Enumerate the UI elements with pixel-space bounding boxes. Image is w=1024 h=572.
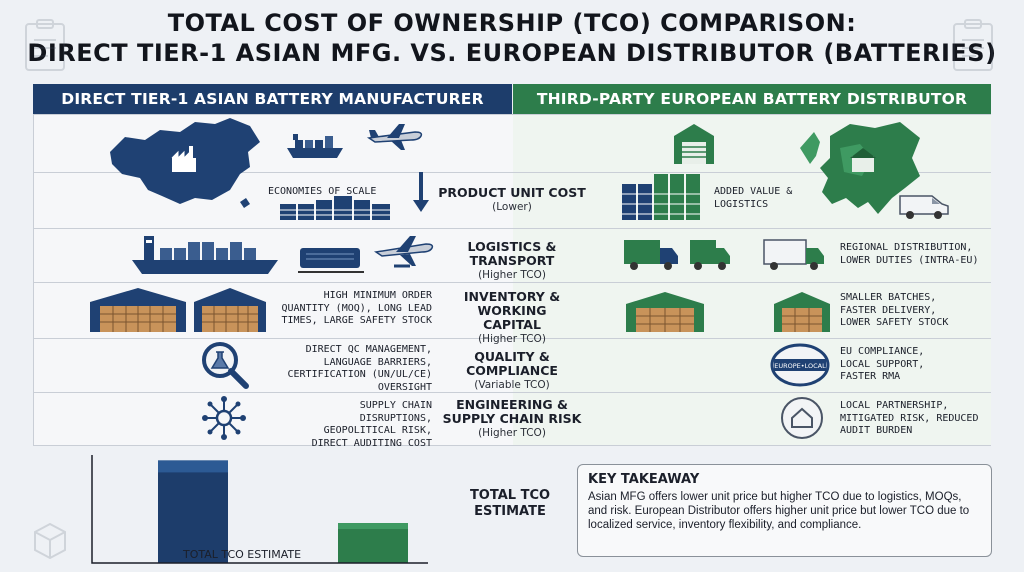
local-partnership-note: Local partnership, mitigated risk, reduc… — [840, 400, 979, 436]
warehouse-icon — [194, 288, 266, 332]
battery-stack-icon — [622, 174, 700, 220]
left-column-header: Direct Tier-1 Asian Battery Manufacturer — [33, 84, 512, 114]
economies-text: Economies — [268, 186, 323, 197]
category-quality: Quality & Compliance (Variable TCO) — [430, 350, 594, 392]
china-map-icon — [110, 118, 260, 208]
container-ship-icon — [132, 236, 278, 274]
stamp-text: EUROPE•LOCAL — [774, 362, 826, 370]
house-shield-icon — [781, 397, 823, 439]
moq-note: High minimum order quantity (MOQ), long … — [281, 290, 432, 326]
category-title: Inventory & Working Capital — [463, 289, 561, 332]
battery-stack-icon — [280, 196, 390, 220]
of-scale-text: of scale — [328, 186, 377, 197]
category-title: Logistics & Transport — [467, 239, 557, 268]
magnifier-flask-icon — [202, 342, 249, 389]
warehouse-icon — [674, 124, 714, 164]
box-icon — [34, 522, 66, 560]
total-tco-estimate-label: Total TCO Estimate — [469, 488, 551, 519]
supply-chain-note: Supply chain disruptions, geopolitical r… — [311, 400, 432, 449]
added-value-note: Added value & logistics — [714, 186, 793, 210]
freight-train-icon — [298, 248, 364, 273]
category-title: Quality & Compliance — [466, 349, 558, 378]
eu-compliance-note: EU compliance, local support, faster RMA — [840, 346, 925, 382]
bar-european-distributor — [338, 523, 408, 563]
qc-note: Direct QC management, language barriers,… — [287, 344, 433, 393]
warehouse-icon — [626, 292, 704, 332]
europe-map-icon — [800, 122, 920, 214]
smaller-batches-note: Smaller batches, faster delivery, lower … — [840, 292, 949, 328]
category-tco: (Higher TCO) — [478, 427, 546, 439]
cargo-ship-icon — [287, 134, 343, 158]
page-title: Total Cost of Ownership (TCO) Comparison… — [0, 8, 1024, 68]
regional-distribution-note: Regional distribution, lower duties (int… — [840, 242, 979, 266]
title-line-1: Total Cost of Ownership (TCO) Comparison… — [167, 9, 857, 37]
category-tco: (Higher TCO) — [478, 269, 546, 281]
category-engineering-risk: Engineering & Supply Chain Risk (Higher … — [430, 398, 594, 440]
category-title: Product Unit Cost — [438, 185, 586, 200]
category-title: Engineering & Supply Chain Risk — [442, 397, 582, 426]
clipboard-icon — [953, 19, 993, 71]
key-takeaway-body: Asian MFG offers lower unit price but hi… — [588, 491, 970, 531]
clipboard-icon — [25, 19, 65, 71]
category-tco: (Variable TCO) — [474, 379, 550, 391]
warehouse-icon — [774, 292, 830, 332]
right-column-header: Third-Party European Battery Distributor — [513, 84, 991, 114]
category-tco: (Lower) — [492, 201, 532, 213]
truck-icon — [624, 240, 678, 270]
category-logistics: Logistics & Transport (Higher TCO) — [430, 240, 594, 282]
category-product-unit-cost: Product Unit Cost (Lower) — [430, 186, 594, 214]
down-arrow-icon — [413, 172, 429, 212]
bar-asian-mfg — [158, 460, 228, 563]
chart-axes — [91, 455, 428, 564]
category-inventory: Inventory & Working Capital (Higher TCO) — [430, 290, 594, 346]
truck-icon — [690, 240, 730, 270]
category-tco: (Higher TCO) — [478, 333, 546, 345]
compliance-stamp-icon: EUROPE•LOCAL — [770, 343, 830, 387]
tco-bar-chart — [91, 455, 428, 564]
chart-x-label: Total TCO Estimate — [183, 548, 302, 561]
bar-cap — [338, 523, 408, 530]
title-line-2: Direct Tier-1 Asian MFG. vs. European Di… — [27, 39, 997, 67]
airplane-icon — [373, 236, 434, 268]
delivery-van-icon — [899, 195, 949, 219]
economies-of-scale-note: Economies of scale — [268, 186, 376, 199]
truck-icon — [763, 239, 824, 270]
key-takeaway-title: Key Takeaway — [588, 472, 700, 487]
warehouse-icon — [90, 288, 186, 332]
bar-cap — [158, 460, 228, 473]
network-hub-icon — [202, 396, 246, 440]
airplane-icon — [366, 124, 423, 150]
key-takeaway-box: Key Takeaway Asian MFG offers lower unit… — [577, 464, 992, 557]
